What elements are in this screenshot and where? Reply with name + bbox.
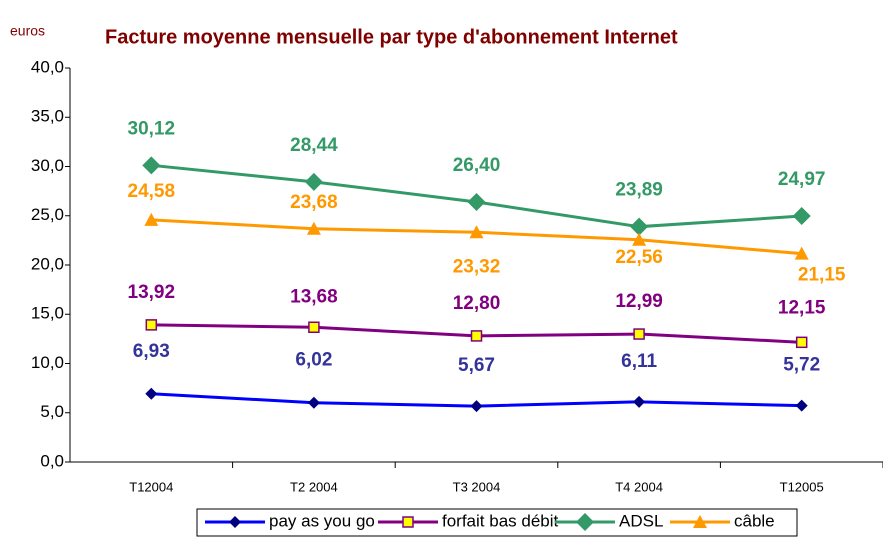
data-label: 21,15 (798, 265, 846, 286)
marker (795, 336, 808, 349)
x-tick-label: T12004 (129, 479, 173, 494)
data-label: 6,02 (295, 350, 332, 371)
data-label: 22,56 (615, 247, 663, 268)
y-tick-label: 30,0 (31, 156, 64, 175)
data-label: 23,32 (453, 256, 501, 277)
legend-label: câble (734, 511, 775, 530)
x-tick-label: T2 2004 (290, 479, 338, 494)
data-label: 26,40 (453, 155, 501, 176)
data-label: 13,92 (128, 282, 176, 303)
x-tick-label: T3 2004 (453, 479, 501, 494)
data-label: 12,80 (453, 293, 501, 314)
x-tick-label: T4 2004 (615, 479, 663, 494)
y-tick-label: 35,0 (31, 107, 64, 126)
y-tick-label: 0,0 (40, 451, 64, 470)
marker (145, 387, 158, 400)
marker (792, 207, 811, 226)
marker (633, 328, 645, 340)
y-tick-label: 20,0 (31, 254, 64, 273)
marker (632, 232, 647, 246)
marker (467, 192, 486, 211)
y-tick-label: 40,0 (31, 57, 64, 76)
marker (304, 172, 323, 191)
data-label: 28,44 (290, 135, 338, 156)
marker (142, 156, 161, 175)
marker (630, 217, 649, 236)
data-label: 6,93 (133, 341, 170, 362)
marker (470, 400, 483, 413)
marker (402, 516, 414, 528)
y-axis-label: euros (10, 23, 45, 39)
data-label: 12,15 (778, 297, 826, 318)
legend-label: forfait bas débit (442, 511, 559, 530)
marker (693, 515, 707, 528)
y-tick-label: 15,0 (31, 304, 64, 323)
marker (576, 513, 594, 531)
chart-title: Facture moyenne mensuelle par type d'abo… (105, 26, 678, 48)
data-label: 12,99 (615, 291, 663, 312)
marker (229, 516, 241, 528)
data-label: 23,89 (615, 180, 663, 201)
marker (145, 319, 158, 331)
data-label: 23,68 (290, 192, 338, 213)
data-label: 6,11 (621, 351, 657, 372)
data-label: 24,97 (778, 169, 826, 190)
legend-label: ADSL (619, 511, 663, 530)
x-tick-label: T12005 (780, 479, 824, 494)
marker (633, 395, 646, 408)
data-label: 13,68 (290, 286, 338, 307)
marker (308, 321, 320, 334)
data-label: 5,72 (783, 355, 820, 376)
marker (307, 396, 320, 409)
y-tick-label: 5,0 (40, 402, 64, 421)
marker (144, 212, 159, 226)
y-tick-label: 10,0 (31, 353, 64, 372)
legend-label: pay as you go (269, 511, 375, 530)
marker (469, 225, 484, 239)
marker (794, 246, 809, 260)
marker (306, 221, 321, 235)
data-label: 30,12 (128, 118, 176, 139)
marker (795, 399, 808, 412)
data-label: 5,67 (458, 355, 495, 376)
y-tick-label: 25,0 (31, 205, 64, 224)
data-label: 24,58 (128, 181, 176, 202)
marker (470, 330, 483, 342)
